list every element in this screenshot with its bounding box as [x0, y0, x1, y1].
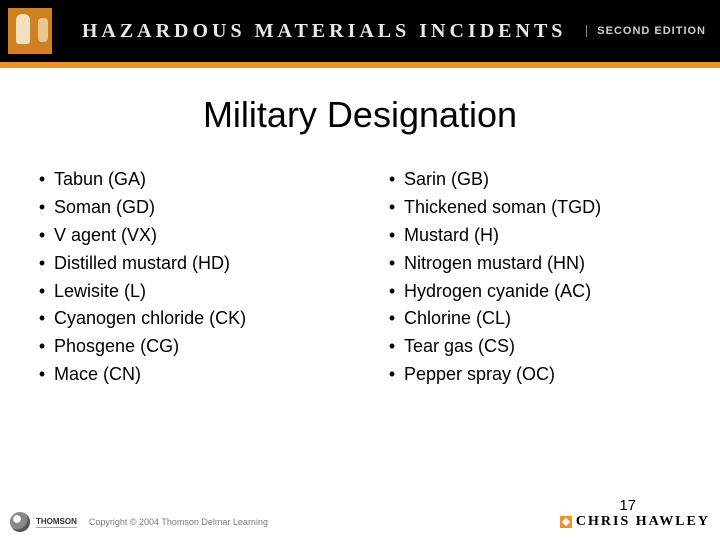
bullet-icon: •: [30, 250, 54, 278]
list-item: •Distilled mustard (HD): [30, 250, 340, 278]
copyright-text: Copyright © 2004 Thomson Delmar Learning: [89, 517, 268, 527]
list-item-text: Sarin (GB): [404, 166, 489, 194]
author-logo-icon: [560, 516, 572, 528]
bullet-icon: •: [380, 305, 404, 333]
bullet-icon: •: [380, 222, 404, 250]
bullet-icon: •: [380, 194, 404, 222]
publisher-name: THOMSON: [36, 517, 77, 528]
list-item-text: Hydrogen cyanide (AC): [404, 278, 591, 306]
right-column: •Sarin (GB) •Thickened soman (TGD) •Must…: [380, 166, 690, 389]
slide-title: Military Designation: [0, 94, 720, 136]
list-item: •Mustard (H): [380, 222, 690, 250]
right-list: •Sarin (GB) •Thickened soman (TGD) •Must…: [380, 166, 690, 389]
list-item: •Phosgene (CG): [30, 333, 340, 361]
footer-right: CHRIS HAWLEY: [560, 514, 710, 530]
bullet-icon: •: [380, 333, 404, 361]
list-item-text: Thickened soman (TGD): [404, 194, 601, 222]
header-title: HAZARDOUS MATERIALS INCIDENTS: [52, 20, 586, 43]
list-item-text: Chlorine (CL): [404, 305, 511, 333]
bullet-icon: •: [30, 361, 54, 389]
header-underline: [0, 62, 720, 68]
list-item: •Mace (CN): [30, 361, 340, 389]
list-item-text: Soman (GD): [54, 194, 155, 222]
list-item-text: Mace (CN): [54, 361, 141, 389]
list-item-text: Lewisite (L): [54, 278, 146, 306]
list-item-text: Tear gas (CS): [404, 333, 515, 361]
list-item-text: Phosgene (CG): [54, 333, 179, 361]
list-item: •Sarin (GB): [380, 166, 690, 194]
left-column: •Tabun (GA) •Soman (GD) •V agent (VX) •D…: [30, 166, 340, 389]
list-item: •Chlorine (CL): [380, 305, 690, 333]
list-item: •Tabun (GA): [30, 166, 340, 194]
list-item: •V agent (VX): [30, 222, 340, 250]
list-item: •Lewisite (L): [30, 278, 340, 306]
list-item: •Soman (GD): [30, 194, 340, 222]
bullet-icon: •: [30, 194, 54, 222]
list-item-text: Distilled mustard (HD): [54, 250, 230, 278]
bullet-icon: •: [380, 278, 404, 306]
bullet-icon: •: [30, 278, 54, 306]
list-item-text: Tabun (GA): [54, 166, 146, 194]
bullet-icon: •: [380, 166, 404, 194]
list-item: •Pepper spray (OC): [380, 361, 690, 389]
bullet-icon: •: [30, 222, 54, 250]
left-list: •Tabun (GA) •Soman (GD) •V agent (VX) •D…: [30, 166, 340, 389]
bullet-icon: •: [380, 250, 404, 278]
list-item-text: Nitrogen mustard (HN): [404, 250, 585, 278]
content-columns: •Tabun (GA) •Soman (GD) •V agent (VX) •D…: [0, 166, 720, 389]
footer: THOMSON Copyright © 2004 Thomson Delmar …: [0, 504, 720, 540]
list-item-text: Pepper spray (OC): [404, 361, 555, 389]
list-item: •Cyanogen chloride (CK): [30, 305, 340, 333]
author-name: CHRIS HAWLEY: [576, 514, 710, 530]
list-item: •Thickened soman (TGD): [380, 194, 690, 222]
list-item: •Tear gas (CS): [380, 333, 690, 361]
bullet-icon: •: [30, 333, 54, 361]
list-item-text: V agent (VX): [54, 222, 157, 250]
publisher-logo-icon: [10, 512, 30, 532]
header-bar: HAZARDOUS MATERIALS INCIDENTS SECOND EDI…: [0, 0, 720, 62]
footer-left: THOMSON Copyright © 2004 Thomson Delmar …: [10, 512, 268, 532]
list-item-text: Cyanogen chloride (CK): [54, 305, 246, 333]
list-item-text: Mustard (H): [404, 222, 499, 250]
bullet-icon: •: [30, 166, 54, 194]
bullet-icon: •: [30, 305, 54, 333]
header-subtitle: SECOND EDITION: [586, 25, 706, 37]
bullet-icon: •: [380, 361, 404, 389]
list-item: •Nitrogen mustard (HN): [380, 250, 690, 278]
list-item: •Hydrogen cyanide (AC): [380, 278, 690, 306]
header-icon: [8, 8, 52, 54]
